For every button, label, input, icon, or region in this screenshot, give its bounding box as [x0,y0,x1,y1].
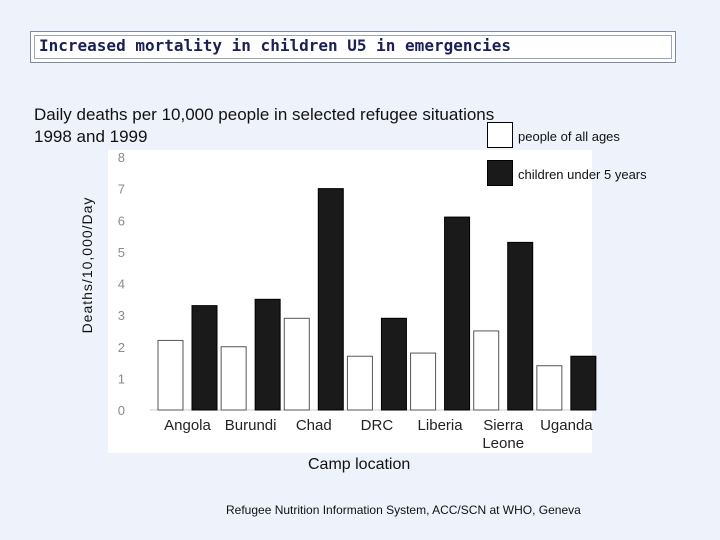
bar-all-ages [536,365,563,411]
bar-children-u5 [507,241,534,411]
x-tick-label: Burundi [225,417,277,434]
legend-label-all-ages: people of all ages [518,129,620,144]
y-tick-label: 1 [118,371,125,386]
bar-all-ages [157,339,184,411]
bar-all-ages [283,317,310,411]
bar-children-u5 [444,216,471,411]
y-tick-label: 8 [118,150,125,165]
legend-swatch-all-ages [487,122,513,148]
bar-all-ages [220,346,247,411]
bar-children-u5 [570,355,597,411]
x-tick-label: Liberia [418,417,464,434]
title-box-inner [34,35,672,59]
x-tick-label: Sierra [483,417,524,434]
bar-all-ages [346,355,373,411]
x-tick-label: Leone [482,435,524,452]
bar-children-u5 [380,317,407,411]
bar-all-ages [473,330,500,411]
slide-title: Increased mortality in children U5 in em… [39,36,512,55]
y-tick-label: 5 [118,245,125,260]
y-tick-label: 7 [118,182,125,197]
slide-subtitle: Daily deaths per 10,000 people in select… [34,105,495,146]
x-tick-label: Uganda [540,417,593,434]
legend-item-children: children under 5 years [487,160,717,188]
y-tick-label: 4 [118,277,125,292]
title-box: Increased mortality in children U5 in em… [30,31,676,63]
y-tick-label: 0 [118,403,125,418]
legend-label-children: children under 5 years [518,167,647,182]
x-axis-label: Camp location [308,456,411,473]
legend-item-all-ages: people of all ages [487,122,717,150]
legend-swatch-children [487,160,513,186]
x-tick-label: DRC [361,417,394,434]
y-tick-label: 3 [118,308,125,323]
x-tick-label: Chad [296,417,332,434]
bar-children-u5 [317,188,344,411]
bar-all-ages [410,352,437,411]
source-note: Refugee Nutrition Information System, AC… [226,503,581,517]
y-tick-label: 6 [118,213,125,228]
y-tick-label: 2 [118,340,125,355]
x-tick-label: Angola [164,417,211,434]
bar-children-u5 [191,305,218,411]
bar-children-u5 [254,298,281,411]
